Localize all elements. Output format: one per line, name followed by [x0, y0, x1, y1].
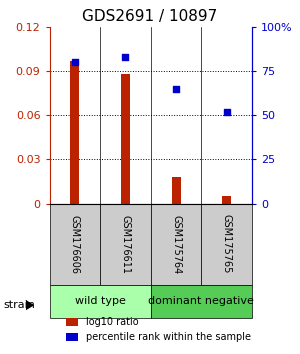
Bar	[50, 204, 100, 285]
Point	[174, 86, 178, 91]
Bar	[50, 285, 151, 318]
Point	[123, 54, 128, 59]
Point	[72, 59, 77, 65]
Bar	[222, 196, 231, 204]
Point	[224, 109, 229, 114]
Text: strain: strain	[3, 300, 35, 310]
Bar	[121, 74, 130, 204]
Bar	[70, 61, 80, 204]
Text: GSM175765: GSM175765	[222, 215, 232, 274]
Bar	[66, 333, 78, 341]
Text: GSM176606: GSM176606	[70, 215, 80, 274]
Text: wild type: wild type	[75, 296, 126, 306]
Bar	[151, 285, 252, 318]
Text: percentile rank within the sample: percentile rank within the sample	[86, 332, 251, 342]
Text: log10 ratio: log10 ratio	[86, 318, 139, 327]
Text: dominant negative: dominant negative	[148, 296, 254, 306]
Bar	[151, 204, 201, 285]
Bar	[172, 177, 181, 204]
Text: GSM176611: GSM176611	[120, 215, 130, 274]
Bar	[201, 204, 252, 285]
Text: GDS2691 / 10897: GDS2691 / 10897	[82, 9, 218, 24]
Text: GSM175764: GSM175764	[171, 215, 181, 274]
Bar	[66, 318, 78, 326]
Bar	[100, 204, 151, 285]
Polygon shape	[26, 301, 33, 310]
